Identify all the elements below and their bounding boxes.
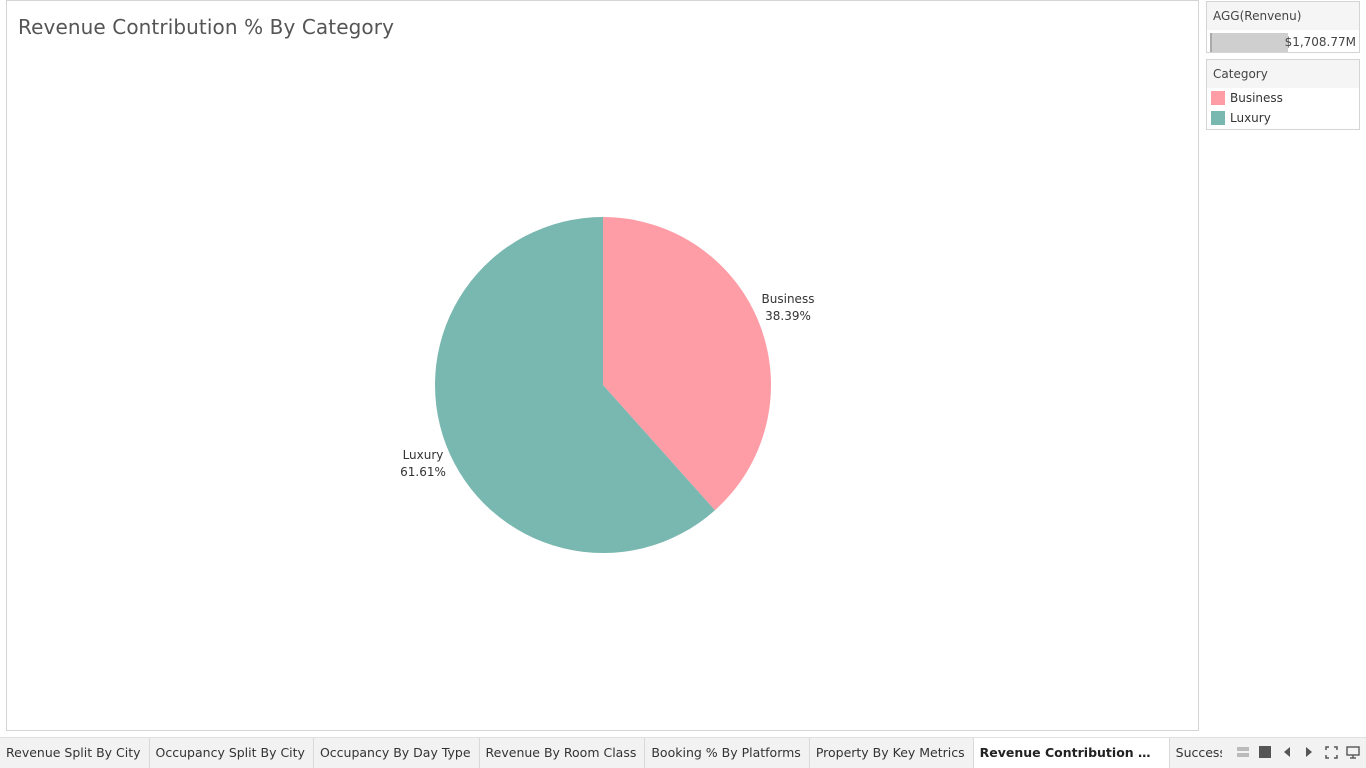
prev-arrow-icon[interactable] (1280, 745, 1294, 759)
slice-label-business: Business (762, 292, 815, 306)
next-arrow-icon[interactable] (1302, 745, 1316, 759)
legend-label-luxury: Luxury (1230, 111, 1271, 125)
tab-revenue-contribution-by-category[interactable]: Revenue Contribution % By Ca... (973, 738, 1170, 768)
slice-label-luxury: Luxury (403, 448, 444, 462)
worksheet-viz: Revenue Contribution % By Category Busin… (6, 0, 1199, 731)
slice-percent-business: 38.39% (765, 309, 811, 323)
presentation-icon[interactable] (1346, 745, 1360, 759)
single-sheet-icon[interactable] (1258, 745, 1272, 759)
category-legend: Category Business Luxury (1206, 59, 1360, 130)
legend-title: Category (1207, 60, 1359, 88)
slice-percent-luxury: 61.61% (400, 465, 446, 479)
tab-successful-booking-by[interactable]: Successful Booking By (1170, 738, 1222, 768)
grid-view-icon[interactable] (1236, 745, 1250, 759)
agg-revenue-value: $1,708.77M (1284, 35, 1356, 49)
legend-swatch-business (1211, 91, 1225, 105)
fullscreen-icon[interactable] (1324, 745, 1338, 759)
legend-swatch-luxury (1211, 111, 1225, 125)
sheet-tabs: Revenue Split By City Occupancy Split By… (0, 738, 1222, 768)
pie-slice-luxury[interactable] (435, 217, 715, 553)
pie-slice-business[interactable] (603, 217, 771, 511)
worksheet-title: Revenue Contribution % By Category (18, 15, 395, 39)
legend-item-luxury[interactable]: Luxury (1207, 108, 1359, 128)
agg-card-title: AGG(Renvenu) (1207, 2, 1359, 30)
tab-revenue-split-by-city[interactable]: Revenue Split By City (0, 738, 150, 768)
sheet-tab-bar: Revenue Split By City Occupancy Split By… (0, 737, 1366, 768)
tab-revenue-by-room-class[interactable]: Revenue By Room Class (480, 738, 646, 768)
agg-revenue-card: AGG(Renvenu) $1,708.77M (1206, 1, 1360, 53)
pie-chart: Business 38.39% Luxury 61.61% (400, 217, 815, 553)
agg-revenue-bar[interactable]: $1,708.77M (1210, 33, 1356, 52)
legend-item-business[interactable]: Business (1207, 88, 1359, 108)
tab-controls (1236, 745, 1360, 759)
tab-occupancy-split-by-city[interactable]: Occupancy Split By City (150, 738, 314, 768)
legend-label-business: Business (1230, 91, 1283, 105)
agg-bar-fill (1210, 33, 1288, 52)
tab-booking-by-platforms[interactable]: Booking % By Platforms (645, 738, 810, 768)
tab-property-by-key-metrics[interactable]: Property By Key Metrics (810, 738, 974, 768)
tab-occupancy-by-day-type[interactable]: Occupancy By Day Type (314, 738, 480, 768)
